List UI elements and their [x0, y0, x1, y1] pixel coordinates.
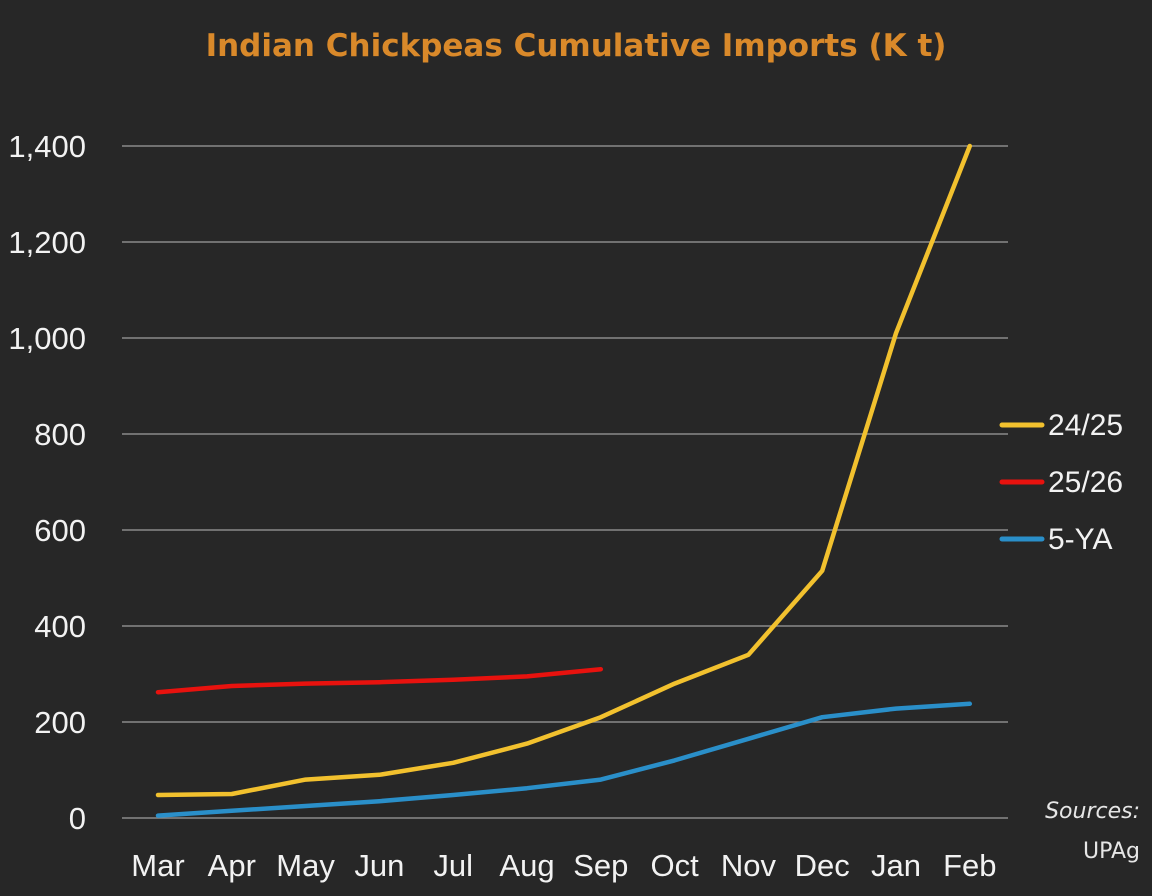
x-tick-label: Jul: [433, 848, 473, 883]
x-tick-label: Mar: [131, 848, 184, 883]
y-tick-label: 0: [69, 801, 86, 836]
y-tick-label: 1,200: [8, 225, 86, 260]
x-axis-ticks: Mar Apr May Jun Jul Aug Sep Oct Nov Dec Jan Feb: [131, 848, 996, 883]
chart-title: Indian Chickpeas Cumulative Imports (K t…: [206, 28, 947, 64]
x-tick-label: Aug: [499, 848, 554, 883]
y-tick-label: 400: [34, 609, 86, 644]
x-tick-label: Feb: [943, 848, 996, 883]
legend-label: 24/25: [1048, 409, 1123, 442]
legend-label: 5-YA: [1048, 523, 1112, 556]
x-tick-label: Dec: [795, 848, 850, 883]
source-label: Sources:: [1045, 799, 1140, 824]
y-tick-label: 1,400: [8, 129, 86, 164]
y-tick-label: 800: [34, 417, 86, 452]
y-tick-label: 600: [34, 513, 86, 548]
y-tick-label: 1,000: [8, 321, 86, 356]
y-axis-ticks: 0 200 400 600 800 1,000 1,200 1,400: [8, 129, 86, 836]
x-tick-label: Jan: [871, 848, 921, 883]
x-tick-label: Apr: [208, 848, 256, 883]
x-tick-label: Oct: [650, 848, 699, 883]
series-line-1: [155, 666, 604, 695]
x-tick-label: Jun: [354, 848, 404, 883]
source-note: Sources: UPAg: [1045, 799, 1140, 864]
x-tick-label: Sep: [573, 848, 628, 883]
source-value: UPAg: [1083, 839, 1140, 864]
series-line-2: [155, 701, 973, 818]
series-line-0: [155, 143, 973, 798]
x-tick-label: Nov: [721, 848, 777, 883]
legend: 24/25 25/26 5-YA: [999, 409, 1123, 556]
x-tick-label: May: [276, 848, 335, 883]
gridlines: [122, 145, 1008, 819]
legend-label: 25/26: [1048, 466, 1123, 499]
series-lines: [155, 143, 973, 818]
y-tick-label: 200: [34, 705, 86, 740]
